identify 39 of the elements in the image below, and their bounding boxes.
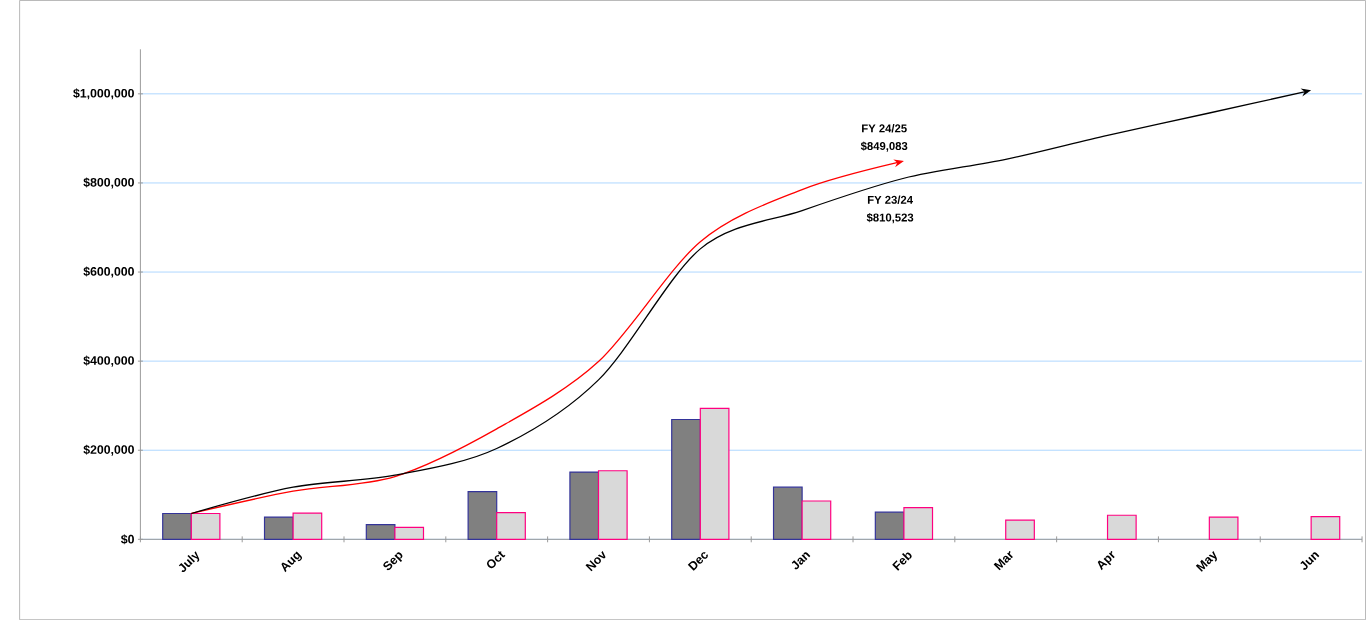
annotation: $810,523 [866, 212, 914, 224]
bar [903, 507, 934, 540]
bar [162, 512, 192, 540]
bar [263, 516, 294, 540]
bar [1005, 519, 1035, 540]
bar [569, 471, 600, 540]
bar [394, 526, 425, 540]
bar [496, 511, 526, 540]
x-tick-label: Apr [1097, 550, 1115, 571]
x-tick-label: Dec [687, 552, 708, 571]
bar [1310, 515, 1341, 540]
annotation: FY 23/24 [867, 195, 913, 204]
x-tick-label: Jan [791, 552, 811, 570]
x-tick-label: Oct [486, 550, 506, 569]
bar [190, 512, 221, 540]
bar [292, 512, 323, 540]
bar [801, 500, 832, 540]
x-tick-label: Nov [585, 550, 606, 572]
x-tick-label: Jun [1300, 552, 1320, 570]
bar [671, 418, 701, 540]
bar [699, 407, 730, 540]
annotation: $849,083 [860, 141, 908, 152]
bar [467, 490, 498, 540]
annotation: FY 24/25 [862, 123, 907, 133]
y-tick-label: $200,000 [83, 444, 134, 456]
x-tick-label: Mar [993, 550, 1013, 571]
y-tick-label: $800,000 [83, 177, 134, 189]
bar [597, 470, 628, 540]
bar [365, 523, 396, 540]
x-tick-label: Feb [892, 552, 912, 571]
y-tick-label: $0 [120, 534, 134, 545]
y-tick-label: $600,000 [83, 266, 134, 278]
bar [1208, 516, 1239, 540]
y-tick-label: $1,000,000 [73, 88, 134, 100]
bar [772, 486, 803, 540]
bar [1106, 514, 1137, 540]
y-tick-label: $400,000 [83, 355, 134, 367]
x-tick-label: Sep [383, 552, 403, 571]
bar [874, 511, 905, 540]
